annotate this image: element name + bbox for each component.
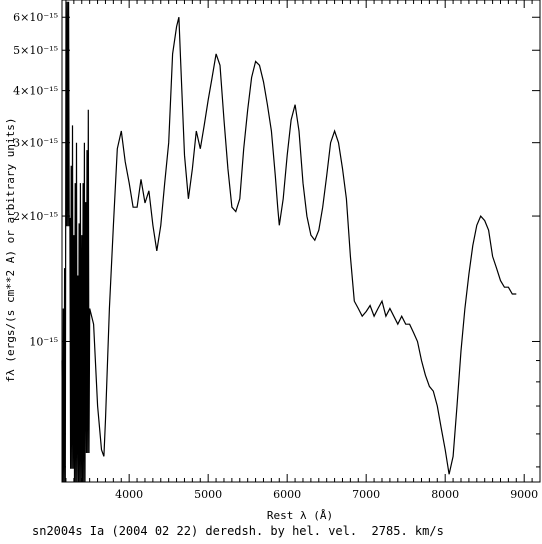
plot-frame	[61, 0, 541, 483]
x-tick-label: 6000	[273, 488, 301, 501]
x-axis-label: Rest λ (Å)	[267, 509, 333, 522]
x-tick-label: 5000	[194, 488, 222, 501]
x-tick-label: 7000	[352, 488, 380, 501]
y-tick-label: 5×10⁻¹⁵	[13, 44, 58, 57]
spectrum-caption: sn2004s Ia (2004 02 22) deredsh. by hel.…	[32, 524, 444, 538]
y-tick-label: 4×10⁻¹⁵	[13, 85, 58, 98]
y-axis-label: fλ (ergs/(s cm**2 A) or arbitrary units)	[4, 118, 17, 383]
x-tick-label: 9000	[510, 488, 538, 501]
y-tick-label: 6×10⁻¹⁵	[13, 11, 58, 24]
x-tick-label: 8000	[431, 488, 459, 501]
y-tick-label: 3×10⁻¹⁵	[13, 137, 58, 150]
y-tick-label: 10⁻¹⁵	[29, 335, 58, 348]
y-axis-ticks: 10⁻¹⁵ 2×10⁻¹⁵ 3×10⁻¹⁵ 4×10⁻¹⁵ 5×10⁻¹⁵ 6×10⁻¹⁵	[13, 11, 540, 468]
x-tick-label: 4000	[115, 488, 143, 501]
x-axis-ticks: 4000 5000 6000 7000 8000 9000	[65, 0, 538, 501]
spectrum-series-line	[61, 1, 517, 482]
y-tick-label: 2×10⁻¹⁵	[13, 210, 58, 223]
